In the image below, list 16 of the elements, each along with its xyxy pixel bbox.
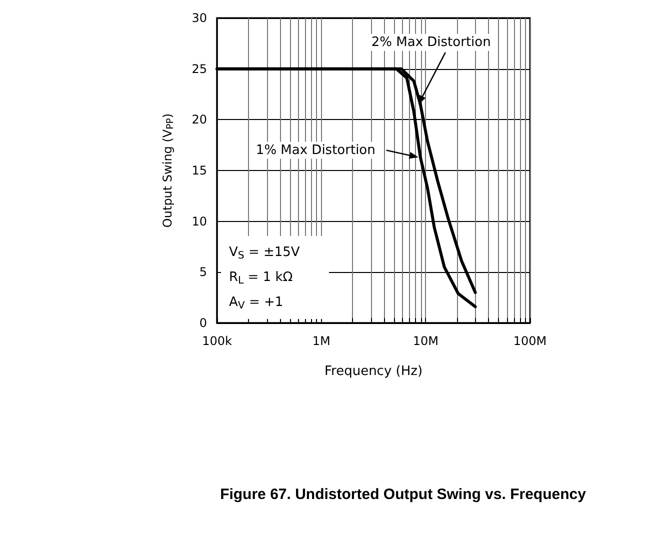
- x-tick-label: 10M: [412, 334, 438, 348]
- legend-label: 1% Max Distortion: [256, 142, 376, 158]
- y-tick-label: 15: [192, 164, 207, 178]
- x-tick-label: 100k: [202, 334, 232, 348]
- series-label: 2% Max Distortion: [371, 34, 491, 50]
- x-tick-label: 100M: [513, 334, 547, 348]
- y-tick-label: 25: [192, 62, 207, 76]
- x-axis-title: Frequency (Hz): [324, 364, 423, 379]
- x-tick-label: 1M: [312, 334, 330, 348]
- text: Figure 67. Undistorted Output Swing vs. Frequency: [220, 486, 587, 503]
- y-tick-label: 30: [192, 11, 207, 25]
- y-axis-title: Output Swing (VPP): [160, 113, 176, 228]
- y-tick-label: 0: [199, 316, 207, 330]
- y-tick-label: 20: [192, 112, 207, 127]
- y-tick-label: 10: [192, 214, 207, 228]
- y-tick-label: 5: [199, 265, 207, 280]
